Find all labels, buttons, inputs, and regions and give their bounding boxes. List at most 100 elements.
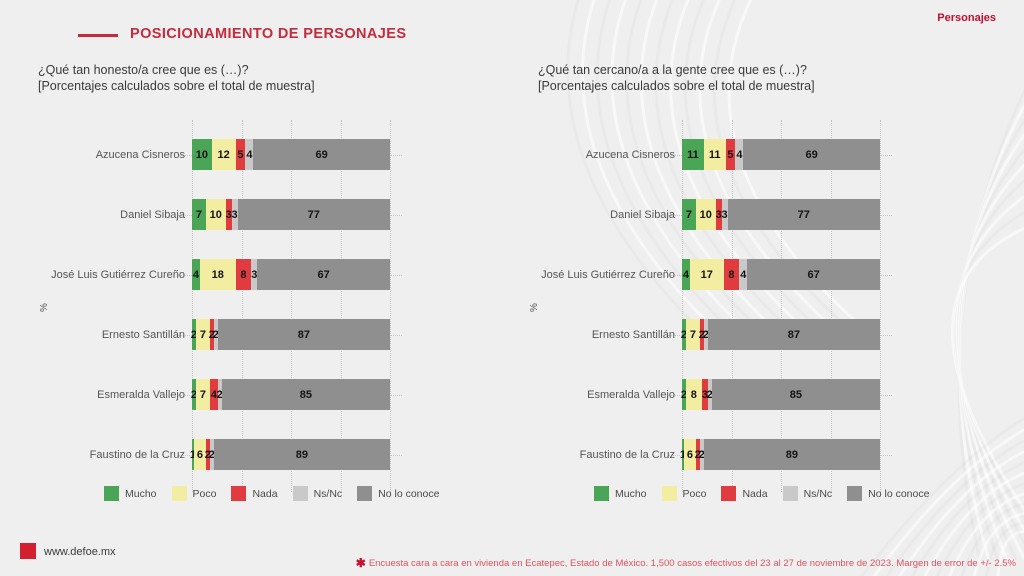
segment-mucho: 4 <box>192 259 200 290</box>
value-label: 7 <box>199 328 206 341</box>
value-label: 11 <box>708 148 721 161</box>
value-label: 3 <box>701 388 708 401</box>
segment-mucho: 7 <box>682 199 696 230</box>
value-label: 77 <box>797 208 810 221</box>
value-label: 10 <box>195 148 209 161</box>
footnote-text: Encuesta cara a cara en vivienda en Ecat… <box>368 558 1016 569</box>
value-label: 2 <box>694 448 701 461</box>
value-label: 1 <box>190 449 196 461</box>
chart-honesto: ¿Qué tan honesto/a cree que es (…)? [Por… <box>38 62 498 522</box>
segment-nada: 2 <box>699 319 705 350</box>
bar-row: José Luis Gutiérrez Cureño 4 17 8 4 67 <box>528 245 988 305</box>
value-label: 67 <box>317 268 330 281</box>
legend-label: Mucho <box>125 487 157 500</box>
legend-label: Ns/Nc <box>313 487 343 500</box>
segment-nada: 8 <box>723 259 740 290</box>
legend-swatch <box>594 486 609 501</box>
value-label: 69 <box>805 148 818 161</box>
segment-nada: 8 <box>235 259 252 290</box>
value-label: 7 <box>689 328 696 341</box>
legend-item: Ns/Nc <box>292 486 343 501</box>
category-label: Azucena Cisneros <box>585 149 675 161</box>
segment-poco: 18 <box>199 259 236 290</box>
value-label: 2 <box>190 328 198 341</box>
segment-nada: 3 <box>226 199 232 230</box>
segment-nada: 2 <box>694 439 701 470</box>
segment-mucho: 2 <box>680 379 688 410</box>
value-label: 4 <box>682 268 690 281</box>
legend-item: No lo conoce <box>357 486 439 501</box>
bar-row: Faustino de la Cruz 1622 89 <box>38 425 498 485</box>
value-label: 2 <box>702 328 709 341</box>
y-axis-label: % <box>38 303 50 312</box>
value-label: 11 <box>687 148 699 161</box>
segment-poco: 10 <box>695 199 716 230</box>
value-label: 7 <box>199 388 206 401</box>
value-label: 6 <box>686 448 693 461</box>
legend-item: Nada <box>721 486 768 501</box>
segment-nada: 5 <box>725 139 736 170</box>
stacked-bar: 2 7 2 2 87 <box>190 319 390 350</box>
value-label: 8 <box>690 388 697 401</box>
value-label: 2 <box>698 448 705 461</box>
segment-no-lo-conoce: 67 <box>747 259 880 290</box>
value-label: 2 <box>680 388 688 401</box>
value-label: 2 <box>204 448 211 461</box>
asterisk-icon: ✱ <box>355 556 366 570</box>
segment-nada: 3 <box>702 379 708 410</box>
legend-item: Mucho <box>104 486 157 501</box>
category-label: Faustino de la Cruz <box>89 449 185 461</box>
segment-no-lo-conoce: 77 <box>727 199 880 230</box>
gridline-100 <box>390 120 391 492</box>
value-label: 4 <box>192 268 200 281</box>
segment-ns-nc: 2 <box>698 439 705 470</box>
value-label: 3 <box>231 208 238 221</box>
stacked-bar: 4 17 8 4 67 <box>682 259 880 290</box>
category-label: José Luis Gutiérrez Cureño <box>541 269 675 281</box>
value-label: 1 <box>680 449 686 461</box>
stacked-bar: 7 10 3 3 77 <box>682 199 880 230</box>
stacked-bar: 4 18 8 3 67 <box>192 259 390 290</box>
segment-poco: 11 <box>703 139 726 170</box>
value-label: 85 <box>299 388 312 401</box>
legend-swatch <box>231 486 247 501</box>
legend-item: Ns/Nc <box>782 486 832 501</box>
value-label: 7 <box>685 208 692 221</box>
segment-mucho: 2 <box>191 379 197 410</box>
segment-ns-nc: 2 <box>213 319 219 350</box>
segment-mucho: 11 <box>682 139 704 170</box>
legend-item: Nada <box>231 486 278 501</box>
legend-swatch <box>104 486 119 501</box>
value-label: 2 <box>208 448 215 461</box>
bar-row: Faustino de la Cruz 1622 89 <box>528 425 988 485</box>
website-url: www.defoe.mx <box>44 546 116 558</box>
value-label: 89 <box>785 448 798 461</box>
stacked-bar: 2 7 4 2 85 <box>191 379 390 410</box>
segment-poco: 10 <box>205 199 226 230</box>
bar-row: José Luis Gutiérrez Cureño 4 18 8 3 67 <box>38 245 498 305</box>
legend-item: No lo conoce <box>847 486 929 501</box>
stacked-bar: 7 10 3 3 77 <box>192 199 390 230</box>
segment-ns-nc: 3 <box>722 199 728 230</box>
value-label: 8 <box>240 268 247 281</box>
category-label: José Luis Gutiérrez Cureño <box>51 269 185 281</box>
bar-row: Daniel Sibaja 7 10 3 3 77 <box>528 185 988 245</box>
legend-swatch <box>292 486 308 501</box>
category-label: Daniel Sibaja <box>120 209 185 221</box>
legend-swatch <box>661 486 677 501</box>
gridline-75 <box>830 120 832 492</box>
stacked-bar: 2 8 3 2 85 <box>680 379 880 410</box>
category-label: Esmeralda Vallejo <box>97 389 185 401</box>
legend-swatch <box>171 486 187 501</box>
segment-no-lo-conoce: 85 <box>221 379 390 410</box>
segment-poco: 8 <box>685 379 702 410</box>
segment-no-lo-conoce: 77 <box>237 199 390 230</box>
segment-nada: 3 <box>716 199 722 230</box>
value-label: 8 <box>728 268 735 281</box>
methodology-footnote: ✱ Encuesta cara a cara en vivienda en Eca… <box>356 556 1016 570</box>
gridline-0 <box>192 120 193 492</box>
legend-swatch <box>782 486 798 501</box>
segment-no-lo-conoce: 85 <box>711 379 880 410</box>
segment-mucho: 1 <box>190 439 196 470</box>
